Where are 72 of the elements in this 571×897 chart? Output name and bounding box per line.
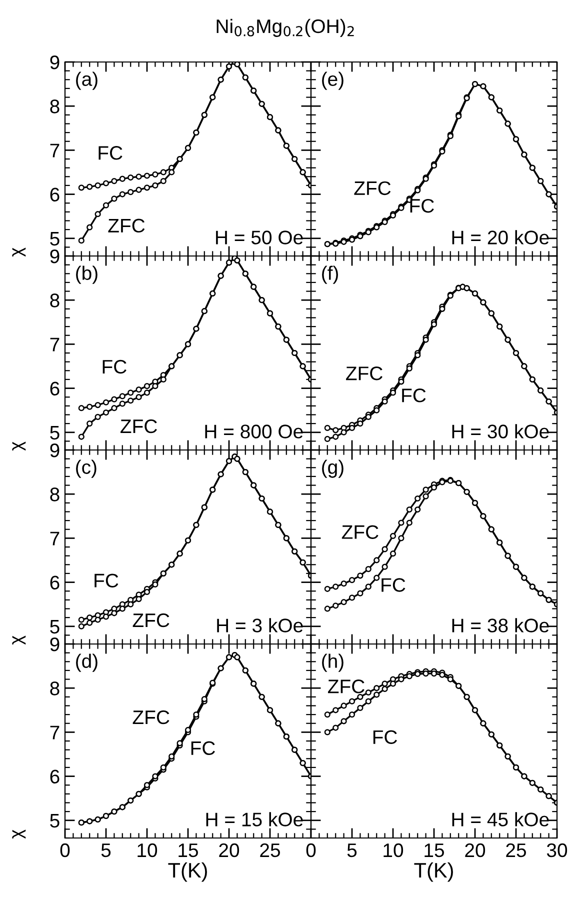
series-label: ZFC (342, 525, 378, 539)
x-tick-label: 25 (506, 843, 526, 858)
y-tick-label: 9 (50, 249, 60, 264)
y-tick-label: 9 (50, 637, 60, 652)
annotation: H = 20 kOe (452, 230, 549, 244)
annotation: (e) (322, 72, 344, 90)
y-tick-label: 7 (50, 144, 60, 158)
annotation: (c) (76, 460, 96, 478)
x-tick-label: 25 (260, 843, 280, 858)
annotation: H = 45 kOe (452, 812, 549, 826)
x-tick-label: 15 (178, 844, 198, 858)
series-label: ZFC (354, 181, 391, 196)
x-tick-label: 30 (546, 843, 568, 858)
chart-title: Ni$_{0.8}$Mg$_{0.2}$(OH)$_{2}$ (216, 18, 354, 37)
series-label: FC (410, 198, 434, 213)
y-axis-title: χ (12, 248, 26, 257)
series-label: FC (373, 730, 398, 744)
y-axis-title: χ (12, 636, 26, 645)
y-tick-label: 6 (50, 188, 60, 202)
y-tick-label: 6 (50, 770, 60, 784)
annotation: H = 50 Oe (216, 230, 303, 244)
annotation: H = 30 kOe (452, 424, 549, 438)
y-tick-label: 7 (50, 532, 60, 546)
y-axis-title: χ (12, 830, 26, 839)
y-tick-label: 6 (50, 382, 60, 396)
y-tick-label: 6 (50, 576, 60, 590)
annotation: (b) (76, 266, 98, 284)
series-label: FC (191, 741, 215, 756)
annotation: H = 38 kOe (452, 618, 549, 632)
y-tick-label: 5 (50, 426, 60, 440)
x-tick-label: 5 (101, 844, 111, 858)
annotation: (g) (322, 460, 344, 478)
annotation: (f) (322, 266, 338, 284)
x-axis-title: T(K) (168, 862, 207, 882)
x-tick-label: 0 (306, 843, 316, 858)
x-tick-label: 15 (424, 844, 444, 858)
annotation: H = 3 kOe (217, 618, 303, 632)
x-tick-label: 0 (60, 843, 70, 858)
y-tick-label: 5 (50, 620, 60, 634)
series-label: FC (102, 360, 126, 374)
annotation: (h) (322, 654, 344, 672)
y-tick-label: 8 (50, 682, 60, 696)
y-tick-label: 8 (50, 488, 60, 502)
y-tick-label: 8 (50, 294, 60, 308)
x-tick-label: 5 (347, 844, 357, 858)
x-axis-title: T(K) (414, 862, 453, 882)
series-label: ZFC (328, 680, 364, 694)
y-tick-label: 7 (50, 726, 60, 740)
series-label: ZFC (120, 419, 157, 434)
x-tick-label: 10 (384, 843, 404, 858)
annotation: (d) (76, 654, 98, 672)
series-label: ZFC (132, 613, 170, 628)
series-label: FC (402, 388, 426, 402)
y-tick-label: 5 (50, 814, 60, 828)
series-label: ZFC (346, 366, 382, 380)
x-tick-label: 20 (219, 843, 240, 858)
x-tick-label: 10 (138, 843, 158, 858)
y-tick-label: 5 (50, 232, 60, 246)
y-tick-label: 9 (50, 443, 60, 458)
annotation: H = 15 kOe (206, 812, 303, 826)
y-tick-label: 7 (50, 338, 60, 352)
annotation: H = 800 Oe (205, 424, 303, 438)
series-label: ZFC (108, 218, 145, 233)
series-label: ZFC (132, 710, 170, 724)
series-label: FC (382, 578, 406, 592)
y-tick-label: 8 (50, 100, 60, 114)
annotation: (a) (76, 72, 98, 90)
series-label: FC (94, 574, 118, 588)
y-tick-label: 9 (50, 55, 60, 70)
series-label: FC (98, 146, 122, 160)
y-axis-title: χ (12, 442, 26, 451)
x-tick-label: 20 (465, 843, 486, 858)
